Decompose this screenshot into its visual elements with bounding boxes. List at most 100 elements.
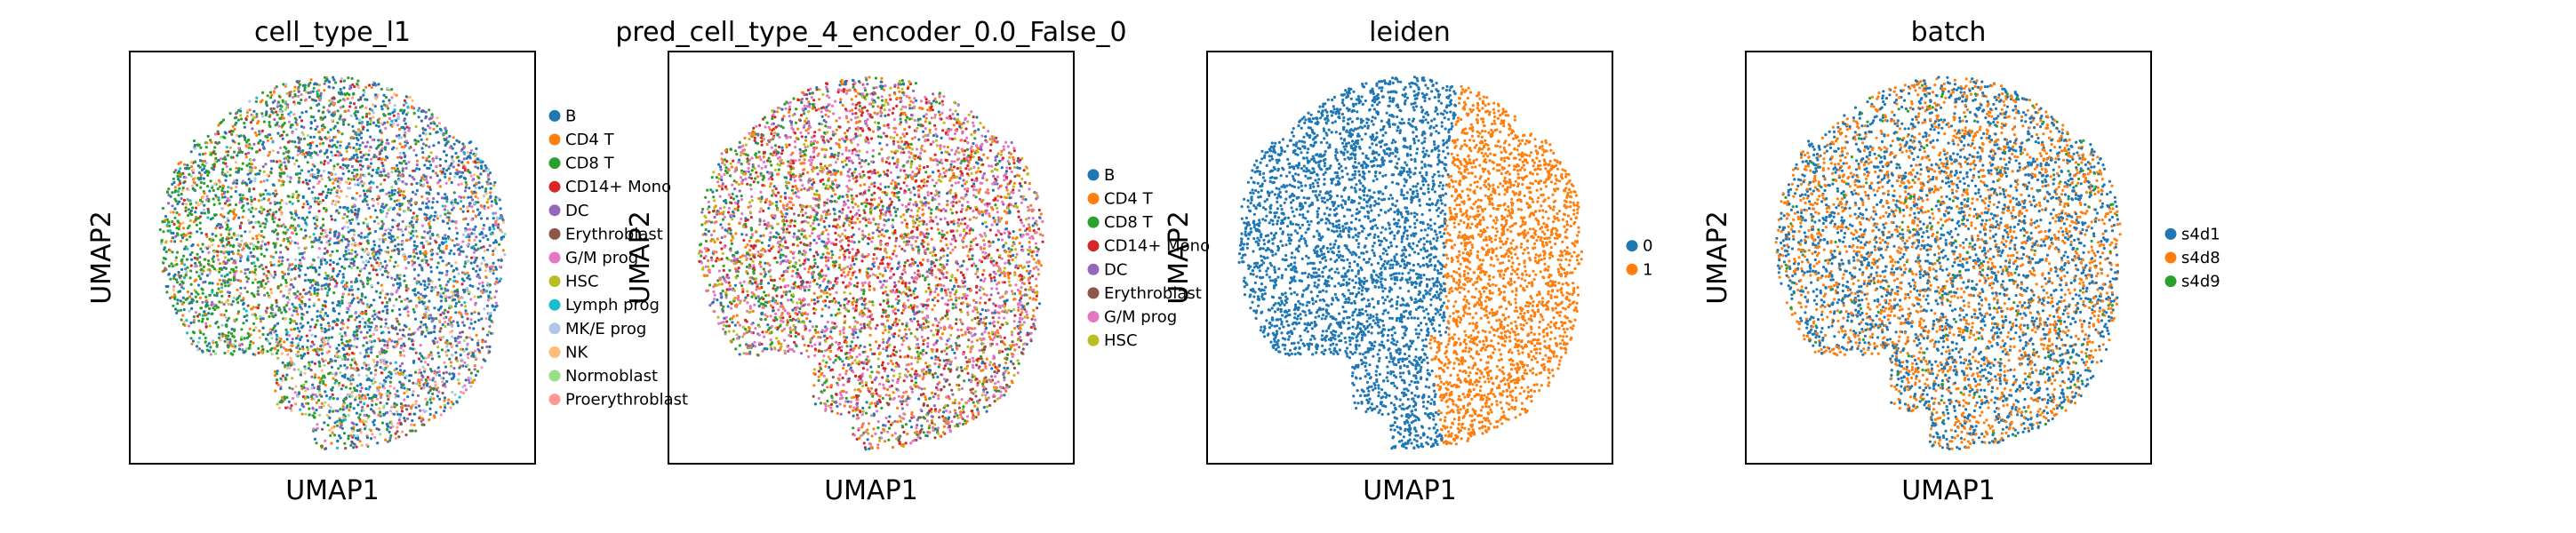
point-lymph-prog (393, 108, 396, 112)
point-cd8-t (235, 266, 238, 269)
point-dc (251, 127, 254, 131)
point-cd8-t (337, 100, 340, 104)
point-erythroblast (436, 290, 440, 295)
point-cd8-t (173, 296, 177, 299)
point-b (351, 196, 355, 200)
point-cd8-t (197, 319, 201, 322)
point-cd4-t (282, 239, 285, 243)
point-cd8-t (252, 293, 256, 297)
point-hsc (388, 259, 392, 262)
point-cd14-mono (318, 193, 322, 196)
point-b (398, 283, 402, 287)
point-cd8-t (304, 380, 308, 384)
point-cd8-t (277, 94, 281, 98)
point-cd8-t (292, 327, 297, 330)
point-cd8-t (201, 152, 205, 156)
point-b (453, 337, 457, 340)
point-b (373, 105, 377, 108)
point-dc (174, 169, 178, 172)
point-b (244, 182, 249, 186)
point-b (295, 213, 299, 217)
point-b (305, 200, 308, 203)
point-cd14-mono (267, 241, 270, 244)
point-lymph-prog (211, 290, 214, 294)
point-cd4-t (359, 312, 363, 315)
point-nk (242, 244, 245, 248)
point-nk (200, 202, 204, 205)
point-g-m-prog (434, 285, 437, 289)
point-b (235, 181, 238, 186)
point-cd14-mono (408, 412, 412, 416)
point-cd8-t (306, 161, 309, 164)
point-lymph-prog (246, 255, 250, 259)
point-cd8-t (365, 112, 369, 115)
point-b (336, 397, 340, 401)
point-b (346, 377, 349, 380)
point-g-m-prog (324, 439, 327, 442)
point-b (243, 136, 247, 139)
point-cd4-t (356, 296, 359, 299)
point-cd4-t (450, 400, 453, 404)
point-b (486, 238, 490, 242)
point-cd8-t (217, 198, 220, 202)
point-mk-e-prog (310, 333, 314, 337)
point-b (341, 275, 346, 279)
point-dc (311, 406, 315, 410)
point-nk (226, 171, 229, 174)
point-cd8-t (167, 187, 171, 191)
point-b (423, 283, 427, 287)
point-cd4-t (415, 218, 419, 221)
point-cd14-mono (368, 227, 372, 231)
point-cd4-t (424, 315, 428, 319)
point-nk (247, 219, 251, 222)
point-normoblast (270, 337, 274, 340)
point-b (405, 297, 409, 300)
point-hsc (324, 271, 327, 274)
point-cd14-mono (196, 314, 199, 318)
point-cd8-t (217, 325, 220, 329)
point-b (274, 330, 277, 333)
point-b (397, 252, 401, 256)
point-cd8-t (372, 309, 376, 313)
point-b (330, 388, 334, 392)
point-b (429, 163, 433, 167)
point-b (237, 134, 241, 139)
point-b (336, 235, 340, 239)
point-cd4-t (228, 343, 232, 346)
point-b (424, 294, 428, 298)
point-cd8-t (436, 261, 440, 265)
point-cd8-t (253, 268, 258, 272)
point-cd8-t (196, 300, 199, 304)
point-cd4-t (451, 239, 454, 243)
point-cd14-mono (375, 273, 379, 276)
point-b (437, 278, 441, 282)
point-cd8-t (172, 171, 176, 174)
point-b (388, 330, 391, 334)
point-mk-e-prog (232, 343, 236, 346)
point-cd8-t (188, 235, 192, 239)
point-g-m-prog (454, 227, 458, 230)
point-cd8-t (428, 108, 431, 112)
point-nk (345, 220, 348, 224)
point-cd8-t (316, 94, 320, 99)
point-cd8-t (321, 304, 324, 307)
point-b (420, 282, 423, 286)
point-cd8-t (174, 278, 179, 282)
point-cd8-t (309, 115, 313, 118)
point-b (365, 436, 369, 440)
point-b (372, 243, 377, 247)
point-lymph-prog (363, 402, 366, 406)
point-mk-e-prog (379, 267, 382, 271)
point-cd8-t (195, 218, 198, 221)
point-normoblast (220, 135, 223, 139)
point-dc (419, 409, 422, 412)
point-hsc (308, 363, 311, 367)
point-b (370, 351, 373, 354)
point-dc (388, 426, 393, 429)
point-proerythroblast (365, 443, 369, 447)
point-cd8-t (275, 352, 279, 355)
point-dc (428, 145, 431, 148)
point-nk (380, 289, 384, 292)
point-cd8-t (203, 211, 206, 215)
point-lymph-prog (406, 105, 410, 108)
